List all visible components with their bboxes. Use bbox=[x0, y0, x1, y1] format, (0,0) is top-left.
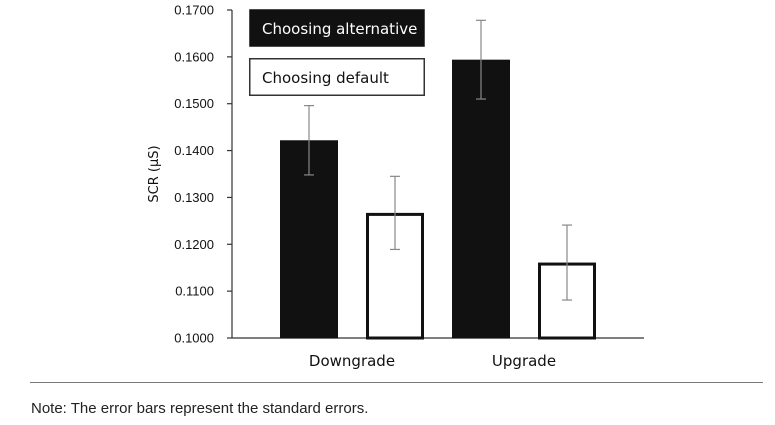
y-tick-label: 0.1700 bbox=[174, 3, 214, 18]
chart-note: Note: The error bars represent the stand… bbox=[31, 400, 369, 417]
legend-swatch-alternative bbox=[249, 9, 425, 47]
x-category-label: Downgrade bbox=[309, 352, 395, 370]
legend-swatch-default bbox=[249, 58, 425, 96]
legend-label-default: Choosing default bbox=[262, 69, 389, 87]
y-tick-label: 0.1600 bbox=[174, 49, 214, 64]
y-tick-label: 0.1500 bbox=[174, 96, 214, 111]
legend-label-alternative: Choosing alternative bbox=[262, 20, 417, 38]
y-tick-label: 0.1200 bbox=[174, 237, 214, 252]
y-tick-label: 0.1300 bbox=[174, 190, 214, 205]
y-axis-label: SCR (µS) bbox=[147, 145, 162, 202]
y-tick-label: 0.1400 bbox=[174, 143, 214, 158]
bar-alternative-upgrade bbox=[452, 59, 510, 339]
bar-chart: 0.1000 0.1100 0.1200 0.1300 0.1400 0.1500 0.16… bbox=[147, 3, 644, 370]
x-category-label: Upgrade bbox=[492, 352, 556, 370]
y-tick-label: 0.1100 bbox=[175, 284, 214, 299]
note-divider bbox=[30, 382, 763, 383]
y-tick-label: 0.1000 bbox=[174, 331, 214, 346]
